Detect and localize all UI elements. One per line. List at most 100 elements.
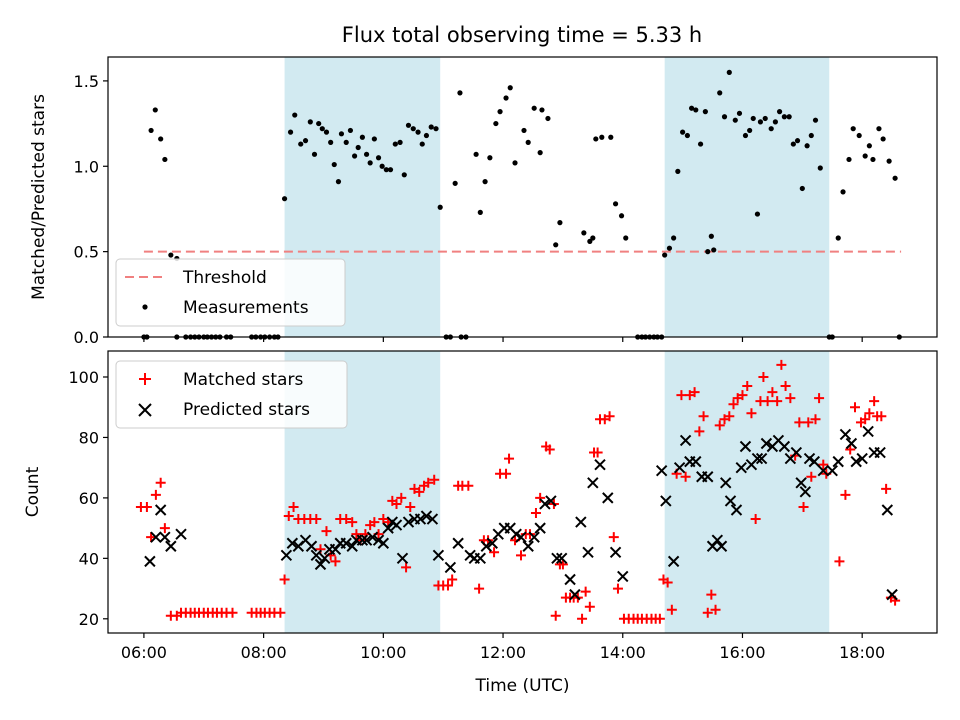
predicted-star-point	[310, 549, 323, 562]
predicted-star-point	[575, 516, 587, 528]
predicted-star-point	[346, 540, 358, 552]
predicted-star-point	[356, 534, 369, 546]
measurement-point	[880, 136, 886, 142]
matched-star-point	[794, 417, 805, 428]
predicted-star-point	[667, 555, 680, 568]
predicted-star-point	[795, 477, 807, 489]
predicted-star-point	[340, 537, 352, 549]
measurement-point	[473, 151, 479, 157]
predicted-star-point	[486, 537, 498, 549]
matched-star-point	[155, 477, 166, 488]
matched-star-point	[706, 589, 717, 600]
measurement-point	[671, 235, 677, 241]
matched-star-point	[840, 489, 851, 500]
predicted-star-point	[839, 428, 852, 441]
measurement-point	[355, 144, 361, 151]
matched-star-point	[463, 480, 474, 491]
measurement-point	[705, 249, 711, 255]
matched-star-point	[676, 390, 687, 401]
matched-star-point	[834, 556, 845, 567]
measurement-point	[428, 124, 434, 130]
measurement-point	[419, 141, 425, 147]
measurement-point	[410, 126, 416, 132]
bottom-y-axis-label: Count	[23, 466, 43, 517]
top-plot-frame	[107, 56, 938, 338]
measurement-point	[742, 132, 749, 139]
predicted-star-point	[874, 446, 886, 459]
predicted-star-point	[318, 552, 331, 565]
x-tick-label: 16:00	[719, 643, 765, 662]
measurement-point	[401, 172, 407, 178]
measurement-point	[590, 235, 596, 241]
predicted-star-point	[790, 446, 803, 459]
bottom-y-axis: 20 40 60 80 100	[68, 368, 108, 629]
legend-predicted-label: Predicted stars	[183, 400, 310, 420]
predicted-star-point	[799, 486, 812, 498]
measurement-point	[379, 163, 385, 169]
measurement-point	[512, 160, 518, 166]
predicted-star-point	[724, 495, 737, 507]
measurement-point	[732, 117, 738, 123]
measurement-point	[158, 136, 164, 142]
measurement-point	[477, 209, 483, 215]
predicted-star-point	[382, 522, 394, 534]
measurement-point	[808, 132, 814, 139]
predicted-star-point	[414, 513, 427, 525]
bottom-shaded-interval	[664, 351, 830, 633]
predicted-star-point	[564, 573, 576, 586]
matched-star-point	[737, 390, 748, 401]
x-tick-label: 10:00	[360, 643, 406, 662]
matched-star-point	[592, 447, 603, 458]
measurement-point	[772, 119, 778, 125]
predicted-star-point	[845, 437, 858, 450]
bottom-y-tick-label: 60	[79, 489, 99, 508]
bottom-y-tick-label: 80	[79, 428, 99, 447]
legend-measurements-label: Measurements	[183, 298, 309, 318]
matched-star-point	[341, 514, 352, 525]
matched-star-point	[401, 562, 412, 573]
top-legend-box	[115, 258, 346, 327]
measurement-point	[311, 151, 318, 157]
measurement-point	[405, 122, 412, 128]
top-shaded-intervals	[284, 57, 830, 337]
measurement-point	[717, 90, 723, 96]
predicted-star-point	[760, 437, 773, 450]
predicted-star-point	[377, 537, 390, 549]
x-tick-label: 06:00	[121, 643, 167, 662]
predicted-star-point	[515, 531, 527, 543]
predicted-star-point	[673, 461, 686, 474]
predicted-star-point	[396, 552, 409, 565]
top-y-tick-label: 1.0	[74, 157, 99, 176]
measurement-point	[521, 127, 527, 134]
measurement-point	[812, 117, 819, 123]
matched-star-point	[689, 387, 700, 398]
matched-star-point	[141, 501, 152, 512]
predicted-star-point	[534, 522, 546, 534]
predicted-star-point	[480, 540, 492, 552]
measurement-point	[537, 150, 543, 156]
measurement-point	[835, 235, 841, 241]
matched-star-point	[772, 396, 783, 407]
predicted-star-point	[826, 464, 838, 477]
measurement-point	[387, 167, 394, 173]
matched-star-point	[288, 501, 299, 512]
measurement-point	[307, 119, 313, 125]
predicted-star-point	[545, 495, 557, 507]
predicted-star-point	[751, 452, 764, 465]
predicted-star-point	[660, 495, 672, 507]
measurement-point	[757, 119, 764, 125]
matched-star-point	[876, 411, 887, 422]
top-x-axis-ticks	[143, 337, 863, 342]
predicted-star-point	[679, 434, 692, 447]
predicted-star-point	[314, 558, 327, 571]
predicted-star-point	[154, 504, 167, 516]
matched-star-point	[814, 393, 825, 404]
measurement-point	[866, 143, 872, 149]
matched-star-point	[311, 514, 322, 525]
predicted-star-point	[856, 452, 868, 465]
bottom-y-tick-label: 100	[68, 368, 99, 387]
matched-star-point	[798, 501, 809, 512]
predicted-star-point	[587, 477, 599, 489]
measurement-point	[856, 132, 862, 139]
matched-star-point	[654, 613, 665, 624]
